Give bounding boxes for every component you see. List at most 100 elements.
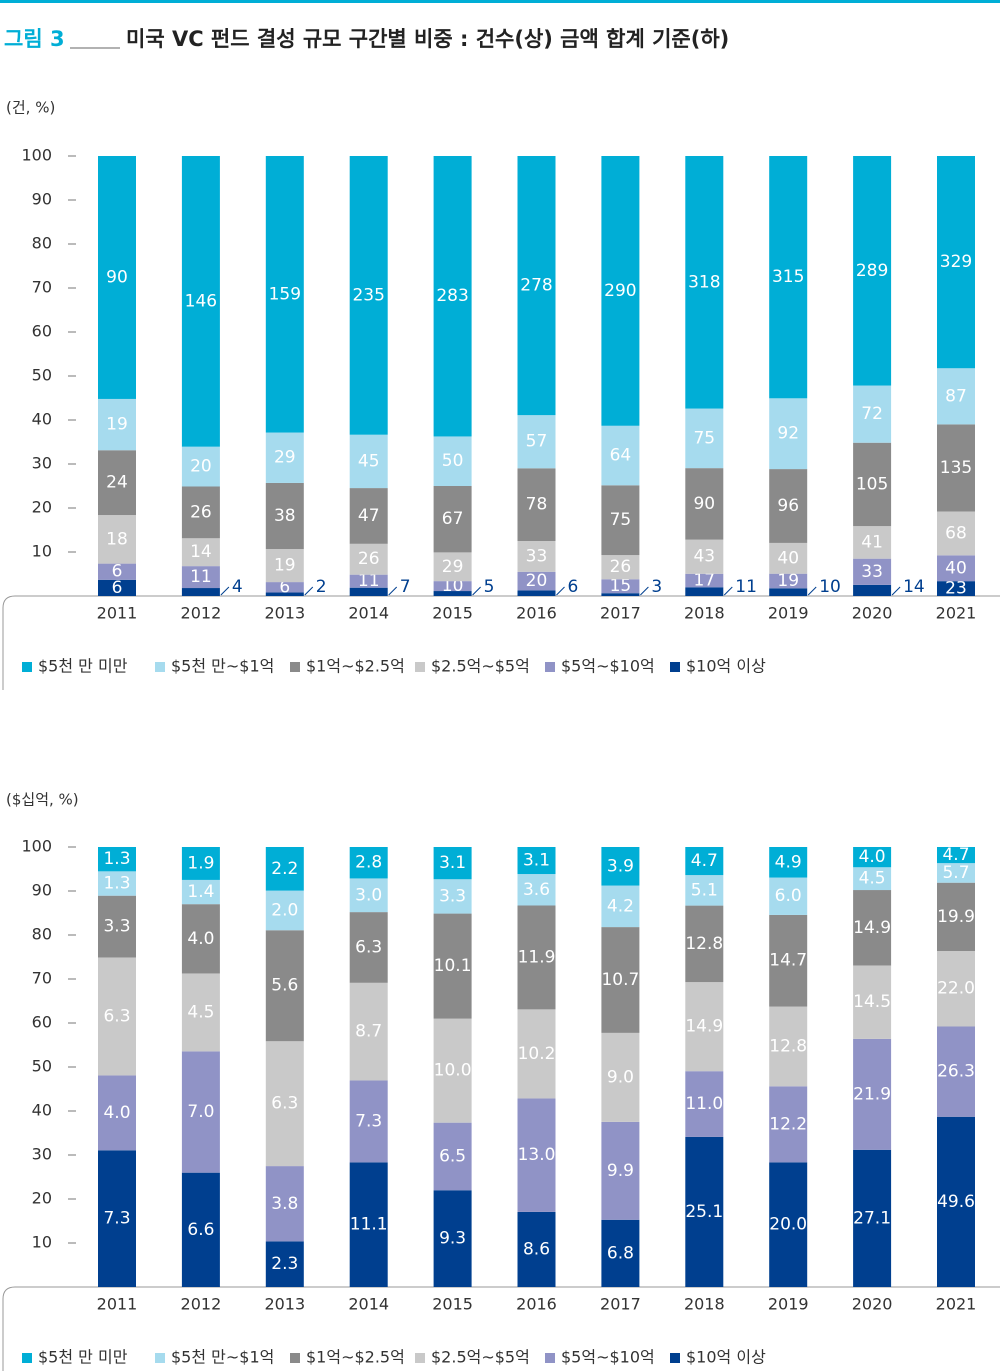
legend-swatch bbox=[290, 1353, 300, 1363]
bar-segment bbox=[98, 895, 136, 958]
y-tick-label: 60 bbox=[32, 1013, 52, 1032]
bar-segment bbox=[98, 563, 136, 580]
legend-label: $1억~$2.5억 bbox=[306, 657, 405, 676]
bar-segment bbox=[853, 385, 892, 443]
bar-segment bbox=[685, 539, 724, 574]
data-label: 6.5 bbox=[439, 1146, 466, 1166]
data-label: 33 bbox=[526, 546, 548, 566]
bar-segment bbox=[937, 1026, 975, 1117]
data-label: 25.1 bbox=[685, 1202, 723, 1222]
data-label: 3.8 bbox=[271, 1194, 298, 1214]
bar-segment bbox=[98, 579, 136, 596]
bar-segment bbox=[265, 890, 304, 931]
data-label: 27.1 bbox=[853, 1208, 891, 1228]
legend-label: $2.5억~$5억 bbox=[431, 1348, 530, 1367]
bar-segment bbox=[98, 398, 136, 451]
data-label: 8.6 bbox=[523, 1239, 550, 1259]
data-label: 10.2 bbox=[518, 1044, 556, 1064]
bar-segment bbox=[685, 587, 724, 596]
bar-segment bbox=[769, 398, 808, 470]
data-label: 1.3 bbox=[103, 874, 130, 894]
data-label: 6.6 bbox=[187, 1220, 214, 1240]
bar-segment bbox=[601, 425, 640, 486]
data-label: 19 bbox=[274, 556, 296, 576]
legend-label: $10억 이상 bbox=[686, 657, 766, 676]
bar-segment bbox=[349, 912, 388, 983]
bar-segment bbox=[601, 1032, 640, 1122]
data-label: 11.9 bbox=[518, 947, 556, 967]
legend-swatch bbox=[670, 662, 680, 672]
data-label: 26.3 bbox=[937, 1062, 975, 1082]
bar-segment bbox=[517, 1009, 556, 1099]
bar-segment bbox=[433, 581, 472, 592]
data-label: 3.6 bbox=[523, 880, 550, 900]
x-tick-label: 2021 bbox=[936, 1295, 977, 1314]
bar-segment bbox=[265, 592, 304, 596]
x-tick-label: 2018 bbox=[684, 1295, 725, 1314]
y-tick-label: 80 bbox=[32, 925, 52, 944]
y-tick-label: 10 bbox=[32, 1233, 52, 1252]
data-label: 22.0 bbox=[937, 979, 975, 999]
chart-title: 미국 VC 펀드 결성 규모 구간별 비중 : 건수(상) 금액 합계 기준(하… bbox=[126, 27, 729, 51]
x-tick-label: 2016 bbox=[516, 1295, 557, 1314]
bar-segment bbox=[349, 156, 388, 435]
plot-frame bbox=[2, 595, 1000, 690]
data-label: 57 bbox=[526, 432, 548, 452]
data-label: 40 bbox=[945, 558, 967, 578]
bar-segment bbox=[769, 573, 808, 589]
bar-segment bbox=[769, 1006, 808, 1087]
bar-segment bbox=[181, 588, 220, 596]
label-leader bbox=[807, 586, 817, 596]
data-label: 29 bbox=[442, 557, 464, 577]
data-label: 9.9 bbox=[607, 1161, 634, 1181]
bar-segment bbox=[98, 515, 136, 564]
data-label: 4 bbox=[232, 577, 243, 597]
x-tick-label: 2014 bbox=[348, 604, 389, 623]
bar-segment bbox=[601, 579, 640, 594]
bar-segment bbox=[853, 890, 892, 966]
legend-swatch bbox=[22, 1353, 32, 1363]
bar-segment bbox=[601, 156, 640, 426]
data-label: 75 bbox=[693, 428, 715, 448]
data-label: 9.3 bbox=[439, 1229, 466, 1249]
data-label: 4.5 bbox=[187, 1002, 214, 1022]
legend-label: $5억~$10억 bbox=[561, 657, 655, 676]
bar-segment bbox=[853, 1038, 892, 1150]
x-tick-label: 2014 bbox=[348, 1295, 389, 1314]
data-label: 3.1 bbox=[523, 851, 550, 871]
bar-segment bbox=[769, 469, 808, 543]
data-label: 5 bbox=[484, 577, 495, 597]
bar-segment bbox=[769, 877, 808, 915]
data-label: 7.3 bbox=[103, 1209, 130, 1229]
data-label: 72 bbox=[861, 404, 883, 424]
bar-segment bbox=[517, 415, 556, 469]
data-label: 14.5 bbox=[853, 992, 891, 1012]
bar-segment bbox=[265, 1241, 304, 1287]
bar-segment bbox=[433, 1018, 472, 1123]
bar-segment bbox=[769, 847, 808, 878]
data-label: 6 bbox=[568, 577, 579, 597]
bar-segment bbox=[853, 1149, 892, 1287]
bar-segment bbox=[181, 1172, 220, 1287]
bar-segment bbox=[853, 156, 892, 386]
legend-label: $5천 만 미만 bbox=[38, 1348, 128, 1367]
bar-segment bbox=[853, 867, 892, 891]
x-tick-label: 2018 bbox=[684, 604, 725, 623]
bar-segment bbox=[433, 1122, 472, 1191]
bar-segment bbox=[937, 950, 975, 1027]
y-tick-label: 10 bbox=[32, 542, 52, 561]
data-label: 3.3 bbox=[439, 886, 466, 906]
label-leader bbox=[472, 586, 481, 596]
bar-segment bbox=[265, 1166, 304, 1242]
y-tick-label: 40 bbox=[32, 1101, 52, 1120]
label-leader bbox=[556, 586, 565, 596]
data-label: 21.9 bbox=[853, 1084, 891, 1104]
data-label: 15 bbox=[610, 576, 632, 596]
data-label: 40 bbox=[777, 548, 799, 568]
bar-segment bbox=[685, 905, 724, 983]
data-label: 11.0 bbox=[685, 1094, 723, 1114]
bar-segment bbox=[98, 957, 136, 1076]
bar-segment bbox=[433, 913, 472, 1019]
data-label: 67 bbox=[442, 509, 464, 529]
data-label: 20 bbox=[190, 457, 212, 477]
